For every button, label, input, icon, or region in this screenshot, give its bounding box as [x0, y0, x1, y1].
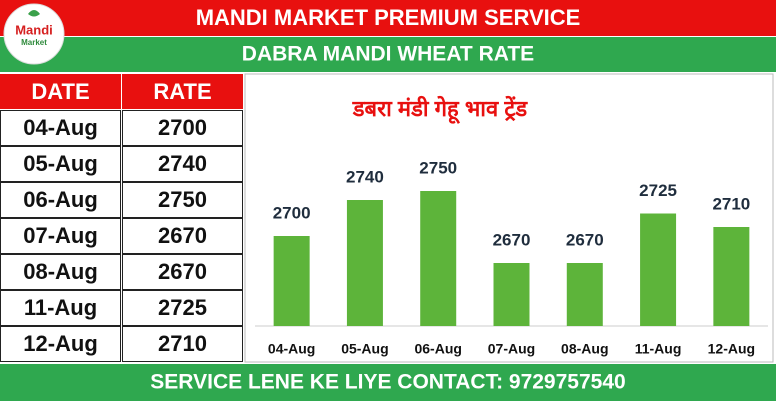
table-cell-text: 2740: [158, 151, 207, 176]
value-label: 2750: [419, 158, 457, 177]
footer-text: SERVICE LENE KE LIYE CONTACT: 9729757540: [150, 371, 625, 394]
table-cell: [0, 254, 121, 290]
table-header-cell: [0, 74, 121, 109]
logo-leaf: [28, 10, 40, 17]
value-label: 2710: [712, 194, 750, 213]
bar: [273, 236, 310, 326]
table-cell-text: 2710: [158, 331, 207, 356]
value-label: 2670: [566, 230, 604, 249]
table-cell: [122, 146, 243, 182]
x-tick-label: 04-Aug: [268, 341, 315, 357]
table-cell-text: 05-Aug: [23, 151, 98, 176]
table-cell: [0, 146, 121, 182]
value-label: 2670: [493, 230, 531, 249]
table-cell-text: 07-Aug: [23, 223, 98, 248]
table-header-cell: [122, 74, 243, 109]
logo-text: Market: [21, 38, 47, 47]
bar: [566, 263, 603, 326]
table-cell: [122, 290, 243, 326]
bar: [420, 191, 457, 326]
table-cell-text: 2670: [158, 259, 207, 284]
page-subtitle: DABRA MANDI WHEAT RATE: [242, 43, 534, 66]
table-cell: [0, 290, 121, 326]
title-band: [0, 0, 776, 36]
table-cell-text: 2700: [158, 115, 207, 140]
x-tick-label: 06-Aug: [414, 341, 461, 357]
chart-title: डबरा मंडी गेहू भाव ट्रेंड: [352, 95, 529, 124]
table-cell-text: 2725: [158, 295, 207, 320]
table-cell: [122, 110, 243, 146]
x-tick-label: 07-Aug: [488, 341, 535, 357]
table-cell: [122, 218, 243, 254]
table-cell-text: 2750: [158, 187, 207, 212]
table-cell-text: 12-Aug: [23, 331, 98, 356]
x-tick-label: 11-Aug: [635, 341, 682, 357]
table-cell: [122, 326, 243, 362]
table-header: RATE: [153, 79, 211, 104]
value-label: 2700: [273, 203, 311, 222]
x-tick-label: 05-Aug: [341, 341, 388, 357]
bar: [640, 213, 677, 326]
bar: [346, 200, 383, 326]
table-cell: [0, 182, 121, 218]
table-cell-text: 04-Aug: [23, 115, 98, 140]
value-label: 2740: [346, 167, 384, 186]
x-tick-label: 08-Aug: [561, 341, 608, 357]
table-cell: [0, 110, 121, 146]
page-title: MANDI MARKET PREMIUM SERVICE: [196, 5, 581, 30]
table-cell: [0, 218, 121, 254]
bar: [713, 227, 750, 326]
logo-text: Mandi: [15, 22, 53, 37]
table-cell: [122, 254, 243, 290]
x-tick-label: 12-Aug: [708, 341, 755, 357]
footer-band: [0, 364, 776, 401]
bar: [493, 263, 530, 326]
table-cell-text: 06-Aug: [23, 187, 98, 212]
table-cell-text: 11-Aug: [24, 295, 97, 320]
table-header: DATE: [31, 79, 89, 104]
value-label: 2725: [639, 181, 677, 200]
table-cell: [0, 326, 121, 362]
table-cell: [122, 182, 243, 218]
subtitle-band: [0, 37, 776, 72]
logo: [3, 3, 65, 65]
table-cell-text: 2670: [158, 223, 207, 248]
table-cell-text: 08-Aug: [23, 259, 98, 284]
